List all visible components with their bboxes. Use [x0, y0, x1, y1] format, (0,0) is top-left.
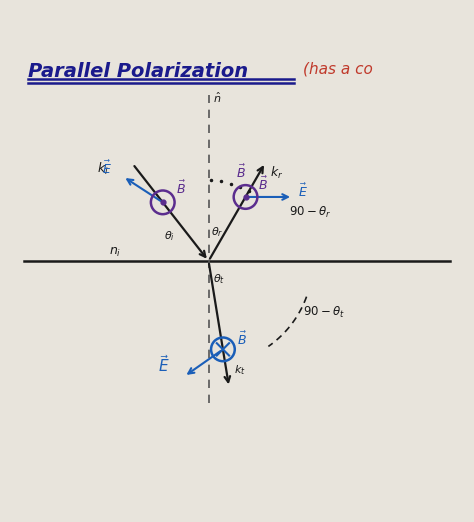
- Text: $\vec{B}$: $\vec{B}$: [175, 180, 185, 197]
- Text: $\theta_i$: $\theta_i$: [164, 230, 175, 243]
- Text: $k_i$: $k_i$: [97, 161, 109, 176]
- Text: $\vec{B}$: $\vec{B}$: [236, 164, 246, 181]
- Text: (has a co: (has a co: [303, 62, 373, 77]
- Text: $n_i$: $n_i$: [109, 246, 121, 259]
- Text: $90-\theta_r$: $90-\theta_r$: [289, 205, 331, 220]
- Text: $\hat{n}$: $\hat{n}$: [213, 90, 222, 104]
- Text: Parallel Polarization: Parallel Polarization: [28, 62, 248, 81]
- Text: $\vec{B}$: $\vec{B}$: [237, 330, 247, 348]
- Text: $\theta_r$: $\theta_r$: [211, 225, 223, 239]
- Text: $\vec{B}$: $\vec{B}$: [258, 175, 268, 193]
- Text: $\vec{E}$: $\vec{E}$: [298, 183, 308, 200]
- Text: $k_t$: $k_t$: [234, 363, 246, 377]
- Text: $\vec{E}$: $\vec{E}$: [158, 354, 170, 375]
- Text: $k_r$: $k_r$: [270, 165, 283, 181]
- Text: $\vec{E}$: $\vec{E}$: [101, 160, 111, 177]
- Text: $\theta_t$: $\theta_t$: [213, 272, 226, 286]
- Text: $90-\theta_t$: $90-\theta_t$: [303, 304, 346, 319]
